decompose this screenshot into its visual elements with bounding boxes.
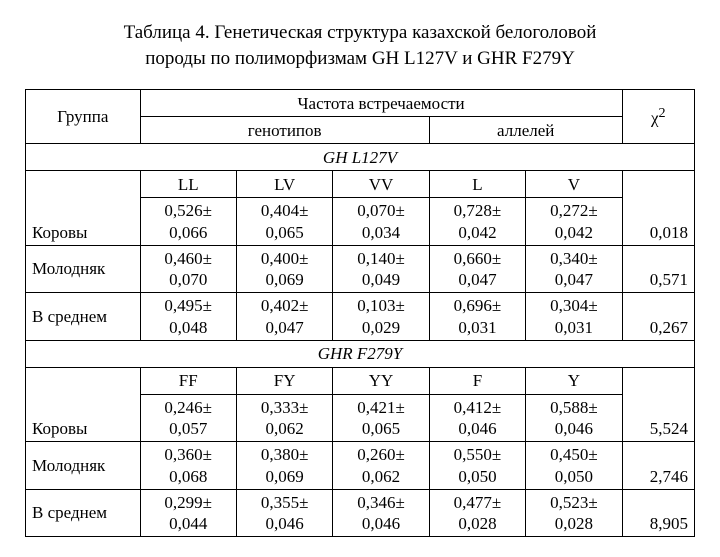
header-row-1: Группа Частота встречаемости χ2	[26, 90, 695, 117]
cell: 0,421± 0,065	[333, 394, 429, 442]
cell: 0,550± 0,050	[429, 442, 525, 490]
col-label: FY	[236, 367, 332, 394]
cell: 0,450± 0,050	[526, 442, 622, 490]
table-row: Молодняк 0,360± 0,068 0,380± 0,069 0,260…	[26, 442, 695, 490]
cell: 0,477± 0,028	[429, 489, 525, 537]
cell: 0,380± 0,069	[236, 442, 332, 490]
table-row: В среднем 0,299± 0,044 0,355± 0,046 0,34…	[26, 489, 695, 537]
section1-col-labels: Коровы FF FY YY F Y 5,524	[26, 367, 695, 394]
col-alleles: аллелей	[429, 117, 622, 144]
chi-value: 0,267	[622, 293, 694, 341]
cell: 0,260± 0,062	[333, 442, 429, 490]
chi-value: 0,018	[622, 171, 694, 246]
col-freq: Частота встречаемости	[140, 90, 622, 117]
col-label: F	[429, 367, 525, 394]
col-label: LV	[236, 171, 332, 198]
col-label: Y	[526, 367, 622, 394]
cell: 0,660± 0,047	[429, 245, 525, 293]
cell: 0,140± 0,049	[333, 245, 429, 293]
cell: 0,728± 0,042	[429, 198, 525, 246]
cell: 0,333± 0,062	[236, 394, 332, 442]
chi2-sup: 2	[659, 105, 666, 121]
col-label: VV	[333, 171, 429, 198]
group-label: Коровы	[26, 367, 141, 442]
col-label: L	[429, 171, 525, 198]
cell: 0,588± 0,046	[526, 394, 622, 442]
group-label: Коровы	[26, 171, 141, 246]
caption-line1: Таблица 4. Генетическая структура казахс…	[124, 22, 597, 43]
section0-col-labels: Коровы LL LV VV L V 0,018	[26, 171, 695, 198]
cell: 0,346± 0,046	[333, 489, 429, 537]
cell: 0,696± 0,031	[429, 293, 525, 341]
col-label: LL	[140, 171, 236, 198]
group-label: Молодняк	[26, 245, 141, 293]
genetics-table: Группа Частота встречаемости χ2 генотипо…	[25, 89, 695, 537]
table-caption: Таблица 4. Генетическая структура казахс…	[25, 20, 695, 71]
cell: 0,402± 0,047	[236, 293, 332, 341]
group-label: Молодняк	[26, 442, 141, 490]
cell: 0,299± 0,044	[140, 489, 236, 537]
chi-value: 5,524	[622, 367, 694, 442]
table-row: В среднем 0,495± 0,048 0,402± 0,047 0,10…	[26, 293, 695, 341]
chi2-base: χ	[651, 108, 659, 127]
cell: 0,495± 0,048	[140, 293, 236, 341]
cell: 0,304± 0,031	[526, 293, 622, 341]
group-label: В среднем	[26, 293, 141, 341]
chi-value: 8,905	[622, 489, 694, 537]
section-title-row: GHR F279Y	[26, 340, 695, 367]
cell: 0,272± 0,042	[526, 198, 622, 246]
cell: 0,526± 0,066	[140, 198, 236, 246]
cell: 0,523± 0,028	[526, 489, 622, 537]
caption-line2: породы по полиморфизмам GH L127V и GHR F…	[145, 48, 575, 69]
cell: 0,404± 0,065	[236, 198, 332, 246]
section-title-row: GH L127V	[26, 144, 695, 171]
group-label: В среднем	[26, 489, 141, 537]
col-genotypes: генотипов	[140, 117, 429, 144]
cell: 0,355± 0,046	[236, 489, 332, 537]
col-label: YY	[333, 367, 429, 394]
cell: 0,340± 0,047	[526, 245, 622, 293]
table-row: Молодняк 0,460± 0,070 0,400± 0,069 0,140…	[26, 245, 695, 293]
cell: 0,460± 0,070	[140, 245, 236, 293]
col-group: Группа	[26, 90, 141, 144]
col-chi2: χ2	[622, 90, 694, 144]
cell: 0,070± 0,034	[333, 198, 429, 246]
section-title: GHR F279Y	[26, 340, 695, 367]
cell: 0,246± 0,057	[140, 394, 236, 442]
cell: 0,400± 0,069	[236, 245, 332, 293]
cell: 0,103± 0,029	[333, 293, 429, 341]
section-title: GH L127V	[26, 144, 695, 171]
chi-value: 2,746	[622, 442, 694, 490]
cell: 0,412± 0,046	[429, 394, 525, 442]
col-label: FF	[140, 367, 236, 394]
col-label: V	[526, 171, 622, 198]
chi-value: 0,571	[622, 245, 694, 293]
cell: 0,360± 0,068	[140, 442, 236, 490]
